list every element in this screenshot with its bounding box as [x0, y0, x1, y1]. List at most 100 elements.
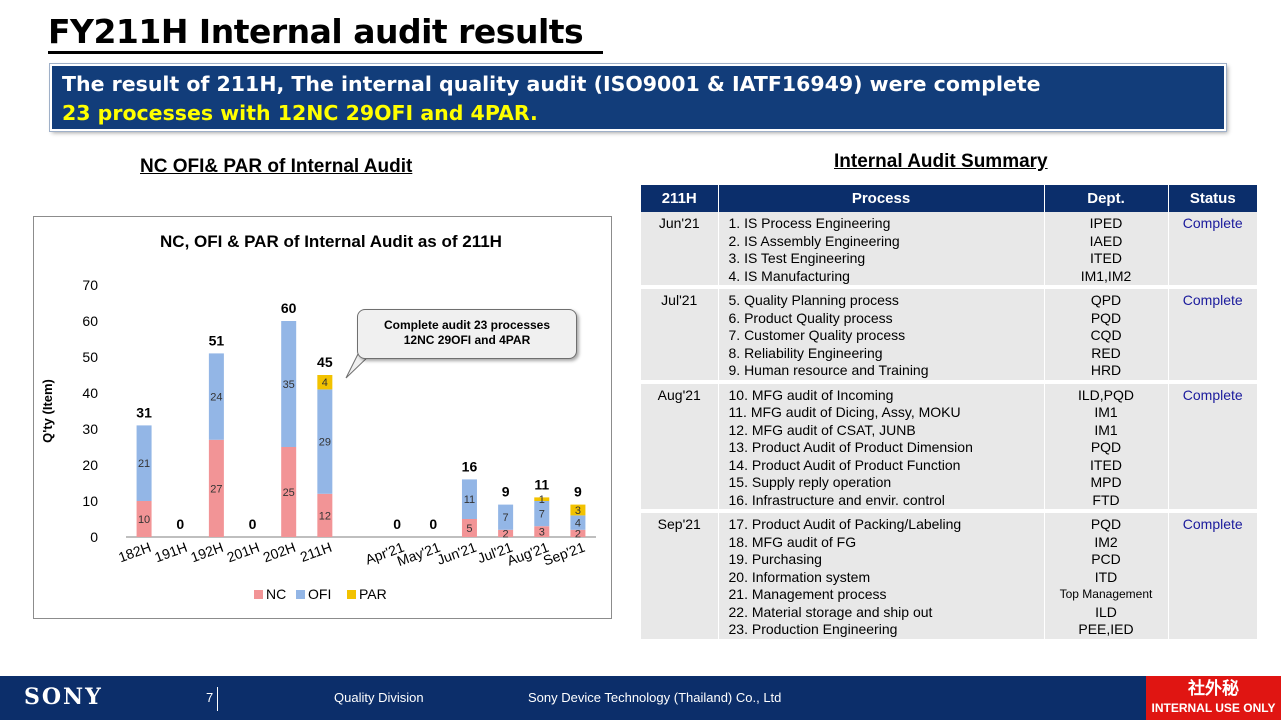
y-tick-label: 20	[82, 457, 98, 473]
process-cell: 17. Product Audit of Packing/Labeling 18.…	[718, 511, 1045, 643]
status-cell: Complete	[1168, 212, 1258, 289]
dept-item: ILD	[1095, 603, 1117, 620]
bar-total-label: 45	[317, 354, 333, 370]
table-row: Jul'21 5. Quality Planning process 6. Prod…	[641, 287, 1258, 384]
dept-item: PCD	[1091, 551, 1121, 567]
dept-item: ILD,PQD	[1077, 386, 1134, 403]
bar-total-label: 31	[136, 404, 152, 420]
process-item: 6. Product Quality process	[728, 309, 893, 326]
callout-line-1: Complete audit 23 processes	[383, 318, 551, 332]
dept-item: PQD	[1090, 439, 1122, 455]
dept-item: IAED	[1089, 232, 1123, 249]
legend-label-ofi: OFI	[308, 586, 331, 602]
x-tick-label: 211H	[298, 539, 334, 565]
bar-value-label: 5	[466, 523, 472, 535]
bar-ofi	[570, 515, 586, 530]
dept-item: IM1	[1094, 404, 1118, 420]
dept-cell: ILD,PQD IM1 IM1 PQD ITED MPD FTD	[1044, 381, 1169, 513]
dept-item: PQD	[1090, 516, 1122, 532]
y-tick-label: 0	[90, 529, 98, 545]
y-tick-label: 40	[82, 385, 98, 401]
bar-value-label: 3	[575, 505, 581, 517]
x-tick-label: Jun'21	[435, 539, 479, 568]
process-cell: 1. IS Process Engineering 2. IS Assembly …	[718, 212, 1045, 289]
period-cell: Sep'21	[641, 511, 719, 643]
bar-nc	[317, 493, 333, 537]
bar-ofi	[461, 479, 477, 519]
bar-total-label: 9	[574, 484, 582, 500]
bar-nc	[461, 519, 477, 537]
period-cell: Aug'21	[641, 381, 719, 513]
bar-value-label: 4	[575, 518, 581, 530]
process-item: 16. Infrastructure and envir. control	[728, 491, 945, 508]
bar-total-label: 0	[393, 516, 401, 532]
bar-value-label: 21	[138, 458, 150, 470]
dept-item: RED	[1091, 344, 1121, 361]
chart-heading: NC OFI& PAR of Internal Audit	[140, 156, 413, 177]
bar-ofi	[208, 353, 224, 440]
bar-total-label: 11	[534, 476, 549, 492]
bar-value-label: 7	[503, 512, 509, 524]
process-item: 23. Production Engineering	[728, 621, 898, 637]
period-cell: Jul'21	[641, 287, 719, 384]
bar-total-label: 0	[429, 516, 437, 532]
bar-nc	[570, 529, 586, 537]
y-tick-label: 70	[82, 277, 98, 293]
internal-use-badge: 社外秘 INTERNAL USE ONLY	[1146, 676, 1281, 720]
bar-ofi	[281, 321, 297, 447]
footer-bar	[0, 676, 1281, 720]
audit-summary-table: 211H Process Dept. Status Jun'21 1. IS Pr…	[641, 185, 1258, 643]
process-item: 21. Management process	[728, 586, 887, 602]
bar-value-label: 12	[319, 510, 331, 522]
bar-nc	[498, 529, 514, 537]
y-tick-label: 30	[82, 421, 98, 437]
dept-cell: IPED IAED ITED IM1,IM2	[1044, 212, 1169, 289]
bar-nc	[281, 447, 297, 537]
y-axis-label: Q'ty (Item)	[40, 379, 55, 443]
dept-item: IM2	[1094, 533, 1118, 550]
division-name: Quality Division	[334, 690, 424, 705]
process-item: 7. Customer Quality process	[728, 327, 906, 343]
confidential-kanji: 社外秘	[1188, 679, 1239, 699]
dept-item: IM1	[1094, 421, 1118, 438]
x-tick-label: 192H	[188, 539, 225, 565]
table-heading: Internal Audit Summary	[834, 151, 1048, 172]
legend-label-nc: NC	[266, 586, 286, 602]
bar-value-label: 1	[539, 494, 545, 506]
legend-swatch-ofi	[296, 590, 305, 599]
y-tick-label: 10	[82, 493, 98, 509]
process-item: 8. Reliability Engineering	[728, 344, 883, 361]
bar-value-label: 3	[539, 527, 545, 539]
process-item: 1. IS Process Engineering	[728, 215, 891, 231]
dept-item: ITED	[1090, 456, 1122, 473]
dept-item: PEE,IED	[1078, 621, 1134, 637]
process-item: 17. Product Audit of Packing/Labeling	[728, 516, 962, 532]
header-status: Status	[1168, 185, 1258, 212]
chart-panel: NC, OFI & PAR of Internal Audit as of 21…	[33, 216, 612, 619]
dept-cell: QPD PQD CQD RED HRD	[1044, 287, 1169, 384]
bar-total-label: 9	[502, 484, 510, 500]
header-period: 211H	[641, 185, 719, 212]
bar-value-label: 7	[539, 509, 545, 521]
table-row: Jun'21 1. IS Process Engineering 2. IS Ass…	[641, 212, 1258, 289]
period-cell: Jun'21	[641, 212, 719, 289]
process-item: 12. MFG audit of CSAT, JUNB	[728, 421, 916, 438]
table-row: Aug'21 10. MFG audit of Incoming 11. MFG a…	[641, 381, 1258, 513]
bar-value-label: 35	[283, 379, 295, 391]
x-tick-label: 202H	[261, 539, 298, 565]
table-row: Sep'21 17. Product Audit of Packing/Label…	[641, 511, 1258, 643]
bar-par	[534, 497, 550, 501]
company-name: Sony Device Technology (Thailand) Co., L…	[528, 690, 782, 705]
dept-item: PQD	[1090, 309, 1122, 326]
x-tick-label: Sep'21	[541, 539, 587, 569]
bar-nc	[136, 501, 152, 537]
summary-banner: The result of 211H, The internal quality…	[50, 64, 1226, 131]
page-title: FY211H Internal audit results	[48, 12, 584, 51]
bar-total-label: 51	[209, 332, 225, 348]
dept-item: CQD	[1090, 327, 1122, 343]
banner-line-2: 23 processes with 12NC 29OFI and 4PAR.	[62, 101, 538, 125]
process-item: 15. Supply reply operation	[728, 474, 892, 490]
process-item: 13. Product Audit of Product Dimension	[728, 439, 973, 455]
process-item: 19. Purchasing	[728, 551, 822, 567]
bar-value-label: 24	[210, 392, 222, 404]
